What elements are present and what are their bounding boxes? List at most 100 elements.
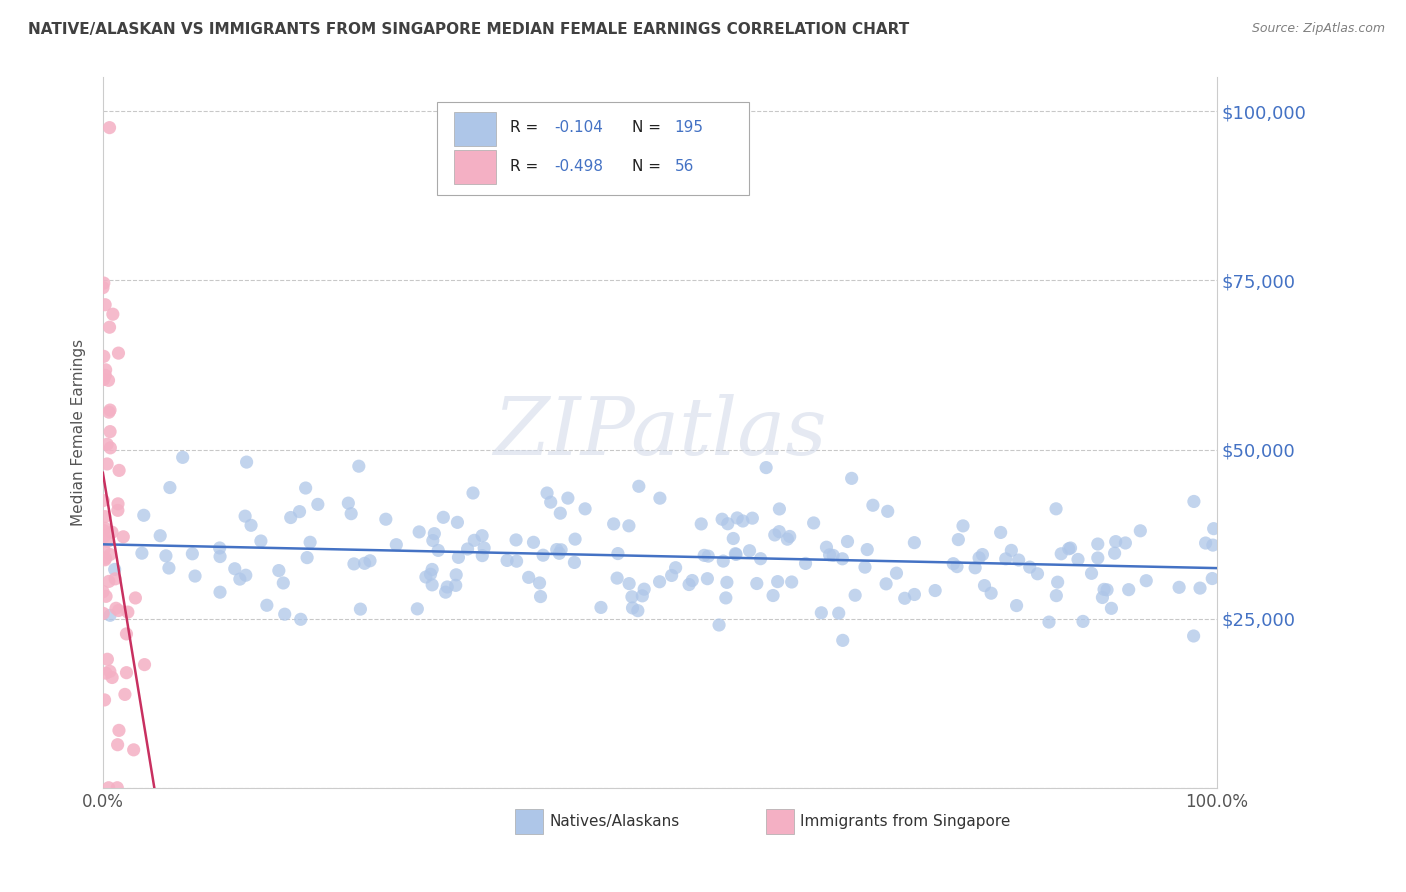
- Point: [606, 571, 628, 585]
- Point: [107, 738, 129, 752]
- Point: [1008, 553, 1031, 567]
- Point: [149, 529, 172, 543]
- Point: [1182, 494, 1205, 508]
- Point: [794, 557, 817, 571]
- Point: [661, 568, 683, 582]
- Point: [343, 557, 366, 571]
- Bar: [454, 112, 496, 146]
- Text: NATIVE/ALASKAN VS IMMIGRANTS FROM SINGAPORE MEDIAN FEMALE EARNINGS CORRELATION C: NATIVE/ALASKAN VS IMMIGRANTS FROM SINGAP…: [28, 22, 910, 37]
- Point: [620, 590, 643, 604]
- Point: [924, 583, 946, 598]
- Point: [745, 576, 768, 591]
- Point: [546, 542, 568, 557]
- Point: [1091, 591, 1114, 605]
- Point: [841, 471, 863, 485]
- Point: [589, 600, 612, 615]
- Point: [1135, 574, 1157, 588]
- Point: [602, 516, 624, 531]
- Point: [1201, 572, 1223, 586]
- Point: [107, 346, 129, 360]
- Text: Source: ZipAtlas.com: Source: ZipAtlas.com: [1251, 22, 1385, 36]
- Point: [1118, 582, 1140, 597]
- Point: [97, 780, 120, 795]
- Point: [725, 511, 748, 525]
- Point: [93, 372, 115, 386]
- Point: [606, 547, 628, 561]
- Point: [434, 585, 457, 599]
- Point: [564, 556, 586, 570]
- Point: [134, 657, 156, 672]
- Point: [557, 491, 579, 505]
- Point: [990, 525, 1012, 540]
- Point: [184, 569, 207, 583]
- Point: [831, 633, 853, 648]
- Point: [271, 576, 294, 591]
- Point: [91, 584, 114, 599]
- Point: [94, 666, 117, 681]
- Point: [681, 574, 703, 588]
- Text: ZIPatlas: ZIPatlas: [494, 394, 827, 471]
- Point: [97, 373, 120, 387]
- Point: [1026, 566, 1049, 581]
- Point: [107, 603, 129, 617]
- FancyBboxPatch shape: [437, 103, 749, 194]
- Point: [96, 457, 118, 471]
- Point: [91, 280, 114, 294]
- Point: [1129, 524, 1152, 538]
- Point: [837, 534, 859, 549]
- Point: [94, 363, 117, 377]
- Point: [617, 576, 640, 591]
- Point: [94, 368, 117, 383]
- Point: [1018, 560, 1040, 574]
- Point: [780, 574, 803, 589]
- Point: [678, 577, 700, 591]
- Point: [444, 578, 467, 592]
- Text: -0.498: -0.498: [554, 159, 603, 174]
- Point: [749, 551, 772, 566]
- Point: [299, 535, 322, 549]
- Point: [274, 607, 297, 622]
- Point: [208, 585, 231, 599]
- Point: [886, 566, 908, 581]
- Point: [96, 437, 118, 451]
- Point: [209, 549, 232, 564]
- Point: [340, 507, 363, 521]
- Point: [290, 612, 312, 626]
- Point: [762, 589, 785, 603]
- Point: [471, 549, 494, 563]
- Point: [159, 481, 181, 495]
- Point: [132, 508, 155, 523]
- Point: [91, 607, 114, 621]
- Point: [472, 541, 495, 555]
- Point: [91, 493, 114, 508]
- Point: [1105, 534, 1128, 549]
- Point: [831, 551, 853, 566]
- Point: [1202, 538, 1225, 552]
- Point: [617, 518, 640, 533]
- Point: [98, 665, 121, 679]
- Text: R =: R =: [509, 159, 543, 174]
- Point: [98, 441, 121, 455]
- Text: N =: N =: [633, 159, 666, 174]
- Point: [714, 591, 737, 605]
- Point: [738, 543, 761, 558]
- Point: [548, 506, 571, 520]
- Point: [1080, 566, 1102, 581]
- Point: [815, 540, 838, 554]
- Point: [415, 570, 437, 584]
- Point: [903, 587, 925, 601]
- Point: [665, 560, 688, 574]
- Point: [574, 501, 596, 516]
- Point: [517, 570, 540, 584]
- Point: [1104, 546, 1126, 560]
- Point: [1046, 575, 1069, 590]
- Point: [1071, 615, 1094, 629]
- Point: [1194, 536, 1216, 550]
- Point: [529, 576, 551, 591]
- Point: [717, 516, 740, 531]
- Point: [208, 541, 231, 555]
- Point: [98, 608, 121, 623]
- Point: [157, 561, 180, 575]
- Point: [823, 549, 845, 563]
- Point: [419, 567, 441, 582]
